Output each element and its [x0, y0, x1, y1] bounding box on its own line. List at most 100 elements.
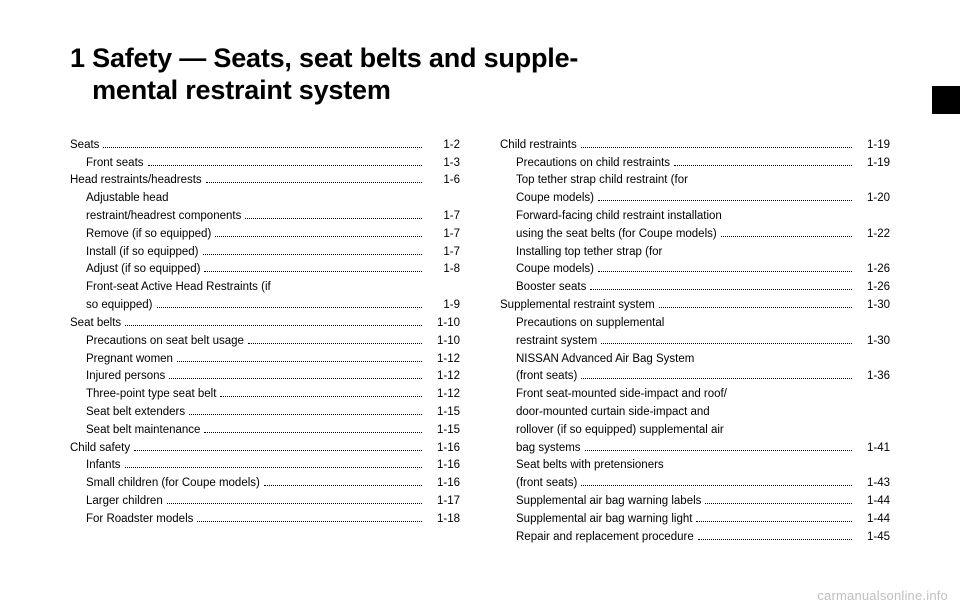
- toc-leader-dots: [659, 307, 852, 308]
- toc-entry: Pregnant women1-12: [70, 351, 460, 369]
- toc-page-number: 1-16: [426, 457, 460, 475]
- section-edge-tab: [932, 86, 960, 114]
- manual-page: 1 Safety — Seats, seat belts and supple-…: [0, 0, 960, 611]
- toc-label: Supplemental restraint system: [500, 297, 655, 315]
- toc-label: restraint/headrest components: [86, 208, 241, 226]
- toc-label: so equipped): [86, 297, 153, 315]
- toc-leader-dots: [581, 485, 852, 486]
- toc-leader-dots: [721, 236, 852, 237]
- toc-page-number: 1-45: [856, 529, 890, 547]
- toc-entry: (front seats) 1-36: [500, 368, 890, 386]
- toc-page-number: 1-16: [426, 475, 460, 493]
- toc-entry: so equipped) 1-9: [70, 297, 460, 315]
- toc-page-number: 1-26: [856, 261, 890, 279]
- toc-leader-dots: [148, 165, 422, 166]
- toc-leader-dots: [204, 271, 422, 272]
- toc-leader-dots: [169, 378, 422, 379]
- toc-page-number: 1-22: [856, 226, 890, 244]
- toc-leader-dots: [585, 450, 852, 451]
- toc-leader-dots: [197, 521, 422, 522]
- toc-label: (front seats): [516, 475, 577, 493]
- toc-label: Booster seats: [516, 279, 586, 297]
- toc-label: Child safety: [70, 440, 130, 458]
- toc-leader-dots: [177, 361, 422, 362]
- toc-page-number: 1-20: [856, 190, 890, 208]
- toc-entry: Supplemental air bag warning light1-44: [500, 511, 890, 529]
- toc-label: NISSAN Advanced Air Bag System: [516, 351, 694, 369]
- toc-leader-dots: [264, 485, 422, 486]
- toc-leader-dots: [125, 325, 422, 326]
- toc-label: Repair and replacement procedure: [516, 529, 694, 547]
- toc-entry: Booster seats1-26: [500, 279, 890, 297]
- toc-entry: Adjustable head: [70, 190, 460, 208]
- toc-entry: Installing top tether strap (for: [500, 244, 890, 262]
- toc-leader-dots: [203, 254, 422, 255]
- toc-label: Seat belt maintenance: [86, 422, 200, 440]
- toc-entry: Adjust (if so equipped)1-8: [70, 261, 460, 279]
- toc-label: Small children (for Coupe models): [86, 475, 260, 493]
- toc-page-number: 1-12: [426, 368, 460, 386]
- toc-leader-dots: [698, 539, 852, 540]
- toc-entry: Head restraints/headrests1-6: [70, 172, 460, 190]
- toc-leader-dots: [134, 450, 422, 451]
- toc-leader-dots: [581, 378, 852, 379]
- toc-label: Head restraints/headrests: [70, 172, 202, 190]
- toc-label: (front seats): [516, 368, 577, 386]
- toc-entry: Seats1-2: [70, 137, 460, 155]
- toc-page-number: 1-7: [426, 208, 460, 226]
- toc-entry: Precautions on child restraints1-19: [500, 155, 890, 173]
- toc-label: Supplemental air bag warning labels: [516, 493, 701, 511]
- toc-label: Adjust (if so equipped): [86, 261, 200, 279]
- toc-entry: Remove (if so equipped)1-7: [70, 226, 460, 244]
- toc-page-number: 1-18: [426, 511, 460, 529]
- chapter-title: 1 Safety — Seats, seat belts and supple-…: [70, 42, 890, 107]
- toc-entry: rollover (if so equipped) supplemental a…: [500, 422, 890, 440]
- toc-label: Larger children: [86, 493, 163, 511]
- toc-label: Three-point type seat belt: [86, 386, 216, 404]
- toc-leader-dots: [705, 503, 852, 504]
- chapter-title-line-2: mental restraint system: [92, 75, 391, 105]
- toc-entry: Top tether strap child restraint (for: [500, 172, 890, 190]
- toc-leader-dots: [189, 414, 422, 415]
- toc-label: Seat belt extenders: [86, 404, 185, 422]
- toc-label: rollover (if so equipped) supplemental a…: [516, 422, 724, 440]
- toc-entry: Coupe models)1-20: [500, 190, 890, 208]
- toc-label: Pregnant women: [86, 351, 173, 369]
- toc-label: Front seats: [86, 155, 144, 173]
- toc-entry: Supplemental air bag warning labels 1-44: [500, 493, 890, 511]
- toc-page-number: 1-30: [856, 333, 890, 351]
- toc-page-number: 1-19: [856, 137, 890, 155]
- chapter-title-line-1: Safety — Seats, seat belts and supple-: [92, 43, 578, 73]
- toc-page-number: 1-16: [426, 440, 460, 458]
- toc-page-number: 1-15: [426, 404, 460, 422]
- toc-page-number: 1-7: [426, 226, 460, 244]
- watermark: carmanualsonline.info: [817, 588, 948, 603]
- toc-leader-dots: [215, 236, 422, 237]
- toc-page-number: 1-9: [426, 297, 460, 315]
- toc-entry: Front seat-mounted side-impact and roof/: [500, 386, 890, 404]
- toc-label: Install (if so equipped): [86, 244, 199, 262]
- toc-leader-dots: [103, 147, 422, 148]
- toc-entry: Child safety 1-16: [70, 440, 460, 458]
- toc-leader-dots: [206, 182, 422, 183]
- toc-label: For Roadster models: [86, 511, 193, 529]
- toc-label: Precautions on seat belt usage: [86, 333, 244, 351]
- toc-leader-dots: [220, 396, 422, 397]
- toc-leader-dots: [157, 307, 423, 308]
- toc-entry: bag systems1-41: [500, 440, 890, 458]
- toc-entry: Infants1-16: [70, 457, 460, 475]
- toc-column-right: Child restraints1-19Precautions on child…: [500, 137, 890, 547]
- toc-page-number: 1-12: [426, 386, 460, 404]
- toc-page-number: 1-36: [856, 368, 890, 386]
- toc-page-number: 1-41: [856, 440, 890, 458]
- toc-entry: Seat belt maintenance1-15: [70, 422, 460, 440]
- toc-entry: Coupe models)1-26: [500, 261, 890, 279]
- toc-entry: Seat belts1-10: [70, 315, 460, 333]
- toc-leader-dots: [598, 200, 852, 201]
- toc-label: Precautions on supplemental: [516, 315, 664, 333]
- toc-leader-dots: [167, 503, 422, 504]
- toc-label: Forward-facing child restraint installat…: [516, 208, 722, 226]
- toc-label: Adjustable head: [86, 190, 168, 208]
- toc-entry: Three-point type seat belt 1-12: [70, 386, 460, 404]
- toc-page-number: 1-44: [856, 493, 890, 511]
